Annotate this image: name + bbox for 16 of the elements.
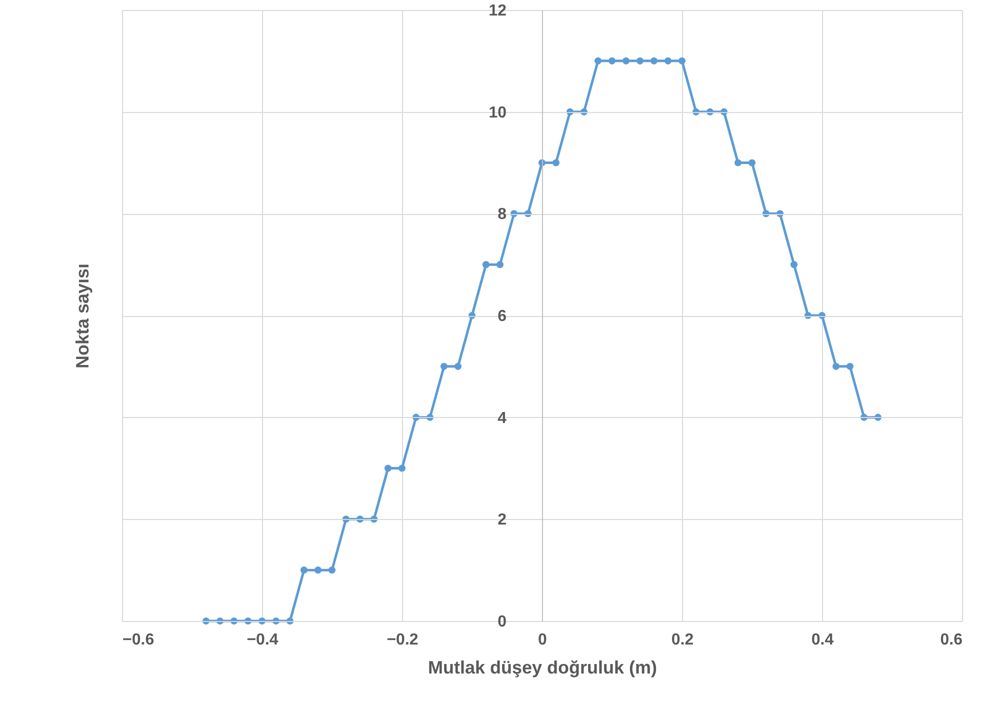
y-axis-title: Nokta sayısı bbox=[72, 263, 92, 369]
x-tick-label: 0.4 bbox=[811, 632, 834, 648]
y-tick-label: 8 bbox=[498, 206, 507, 224]
x-tick-label: −0.4 bbox=[246, 632, 278, 648]
x-axis-title: Mutlak düşey doğruluk (m) bbox=[428, 658, 658, 678]
x-tick-label: 0.6 bbox=[940, 632, 963, 648]
y-tick-label: 10 bbox=[488, 104, 507, 122]
y-tick-label: 6 bbox=[498, 308, 507, 325]
y-tick-label: 2 bbox=[498, 512, 507, 529]
x-tick-label: 0 bbox=[538, 632, 548, 648]
x-tick-label: −0.6 bbox=[122, 632, 154, 648]
x-tick-label: 0.2 bbox=[671, 632, 694, 648]
y-tick-label: 12 bbox=[488, 2, 507, 20]
y-tick-label: 0 bbox=[498, 614, 507, 630]
y-tick-label: 4 bbox=[498, 410, 507, 427]
x-tick-label: −0.2 bbox=[386, 632, 418, 648]
